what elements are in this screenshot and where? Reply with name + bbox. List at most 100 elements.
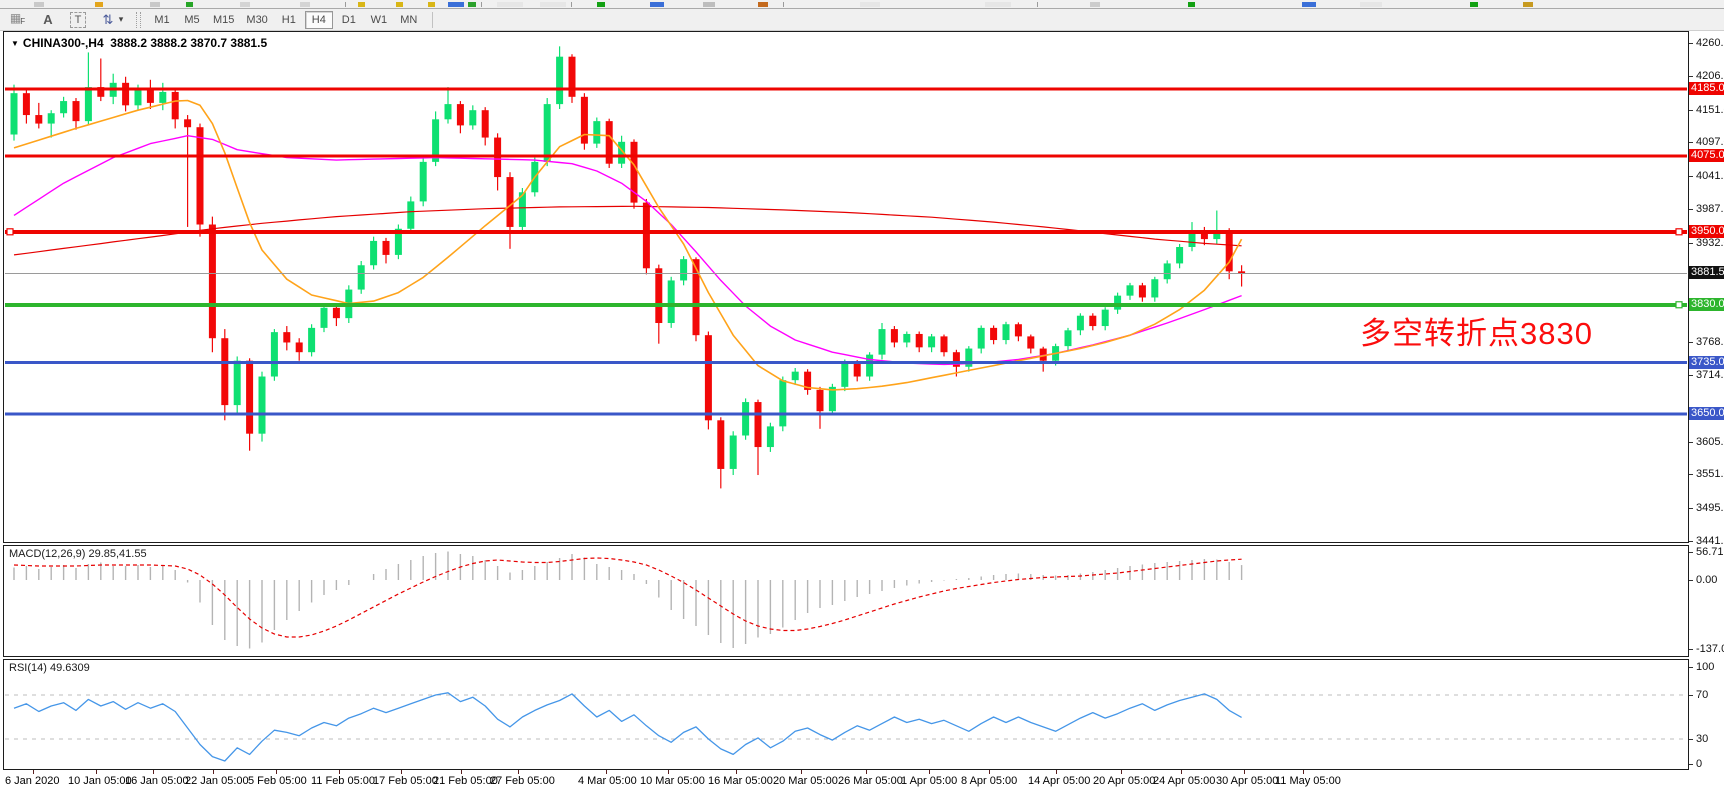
time-tick-label: 26 Mar 05:00 bbox=[838, 775, 903, 787]
price-tick-label: 4097.0 bbox=[1696, 136, 1724, 149]
price-tick-mark bbox=[1689, 142, 1693, 144]
time-tick-label: 20 Apr 05:00 bbox=[1093, 775, 1156, 787]
time-tick-label: 11 May 05:00 bbox=[1275, 775, 1341, 787]
text-box-icon[interactable]: T bbox=[70, 11, 86, 28]
price-tick-label: 4041.5 bbox=[1696, 170, 1724, 183]
time-tick-label: 11 Feb 05:00 bbox=[311, 775, 376, 787]
price-tick-mark bbox=[1689, 43, 1693, 44]
clipped-icon-fragment bbox=[497, 2, 523, 7]
toolbar-grip[interactable] bbox=[136, 11, 141, 28]
time-tick-mark bbox=[1181, 770, 1182, 774]
price-tick-label: 3714.5 bbox=[1696, 369, 1724, 381]
macd-tick-label: 56.71 bbox=[1696, 545, 1724, 558]
clipped-icon-fragment bbox=[571, 2, 572, 7]
price-tick-label: 3987.5 bbox=[1696, 203, 1724, 215]
rsi-tick-mark bbox=[1689, 667, 1693, 668]
time-tick-label: 27 Feb 05:00 bbox=[490, 775, 555, 787]
clipped-icon-fragment bbox=[1523, 2, 1533, 7]
rsi-tick-mark bbox=[1689, 764, 1693, 765]
clipped-icon-fragment bbox=[34, 2, 44, 7]
timeframe-button-h1[interactable]: H1 bbox=[281, 13, 296, 26]
price-level-badge: 4075.0 bbox=[1689, 148, 1724, 162]
clipped-icon-fragment bbox=[597, 2, 605, 7]
clipped-icon-fragment bbox=[396, 2, 403, 7]
chart-title: ▼ CHINA300-,H4 3888.2 3888.2 3870.7 3881.… bbox=[11, 36, 267, 50]
price-tick-label: 3495.5 bbox=[1696, 502, 1724, 515]
price-chart-panel[interactable] bbox=[3, 31, 1689, 543]
text-annotation-icon[interactable]: A bbox=[43, 12, 53, 27]
timeframe-button-group: M1 M5 M15 M30 H1 H4 D1 W1 MN bbox=[147, 10, 424, 29]
price-chart-canvas[interactable] bbox=[4, 32, 1688, 542]
time-tick-label: 21 Feb 05:00 bbox=[433, 775, 498, 787]
clipped-icon-fragment bbox=[358, 2, 365, 7]
price-tick-mark bbox=[1689, 209, 1693, 210]
time-tick-label: 17 Feb 05:00 bbox=[373, 775, 438, 787]
time-tick-label: 20 Mar 05:00 bbox=[773, 775, 838, 787]
price-axis[interactable]: 4260.5 4206.5 4151.0 4097.0 4041.5 3987.5 3932… bbox=[1689, 31, 1724, 771]
time-tick-mark bbox=[461, 770, 462, 774]
clipped-upper-toolbar bbox=[0, 0, 1724, 9]
clipped-icon-fragment bbox=[95, 2, 103, 7]
clipped-icon-fragment bbox=[1188, 2, 1195, 7]
time-tick-mark bbox=[1303, 770, 1304, 774]
timeframe-button-mn[interactable]: MN bbox=[400, 13, 418, 26]
clipped-icon-fragment bbox=[1360, 2, 1382, 7]
clipped-icon-fragment bbox=[345, 2, 346, 7]
time-axis[interactable]: 6 Jan 2020 10 Jan 05:00 16 Jan 05:00 22 Jan… bbox=[3, 770, 1689, 793]
symbol-period-label: CHINA300-,H4 bbox=[22, 36, 104, 50]
macd-canvas[interactable] bbox=[4, 546, 1688, 656]
timeframe-button-m5[interactable]: M5 bbox=[184, 13, 200, 26]
current-price-badge: 3881.5 bbox=[1689, 266, 1724, 280]
price-tick-label: 4151.0 bbox=[1696, 103, 1724, 116]
macd-tick-label: 0.00 bbox=[1696, 574, 1718, 586]
rsi-tick-label: 0 bbox=[1696, 758, 1703, 770]
time-tick-label: 30 Apr 05:00 bbox=[1216, 775, 1279, 787]
macd-tick-mark bbox=[1689, 551, 1693, 553]
macd-tick-mark bbox=[1689, 648, 1693, 650]
collapse-triangle-icon[interactable]: ▼ bbox=[11, 39, 19, 48]
chevron-down-icon[interactable]: ▾ bbox=[118, 14, 124, 24]
time-tick-mark bbox=[33, 770, 34, 774]
chart-toolbar: ▦F A T ⇅ ▾ M1 M5 M15 M30 H1 H4 D1 W1 MN bbox=[0, 9, 1724, 31]
time-tick-mark bbox=[96, 770, 97, 774]
clipped-icon-fragment bbox=[860, 2, 880, 7]
timeframe-button-m1[interactable]: M1 bbox=[154, 13, 170, 26]
time-tick-label: 16 Mar 05:00 bbox=[708, 775, 773, 787]
price-tick-label: 3768.5 bbox=[1696, 336, 1724, 349]
time-tick-mark bbox=[213, 770, 214, 774]
clipped-icon-fragment bbox=[448, 2, 464, 7]
ohlc-readout: 3888.2 3888.2 3870.7 3881.5 bbox=[110, 36, 268, 50]
price-level-badge: 3830.0 bbox=[1689, 297, 1724, 311]
time-tick-label: 10 Jan 05:00 bbox=[68, 775, 132, 787]
time-tick-mark bbox=[518, 770, 519, 774]
chart-text-annotation[interactable]: 多空转折点3830 bbox=[1360, 316, 1593, 351]
rsi-indicator-panel[interactable] bbox=[3, 659, 1689, 770]
timeframe-button-h4[interactable]: H4 bbox=[304, 10, 333, 29]
toolbar-separator bbox=[431, 11, 433, 28]
time-tick-label: 8 Apr 05:00 bbox=[961, 775, 1018, 787]
timeframe-button-m30[interactable]: M30 bbox=[246, 13, 268, 26]
timeframe-button-m15[interactable]: M15 bbox=[213, 13, 235, 26]
clipped-icon-fragment bbox=[650, 2, 664, 7]
clipped-icon-fragment bbox=[1090, 2, 1100, 7]
price-tick-label: 3605.0 bbox=[1696, 435, 1724, 448]
symbols-grid-icon[interactable]: ▦F bbox=[9, 10, 25, 26]
clipped-icon-fragment bbox=[703, 2, 715, 7]
price-tick-mark bbox=[1689, 474, 1693, 476]
clipped-icon-fragment bbox=[783, 2, 784, 7]
time-tick-mark bbox=[153, 770, 154, 774]
macd-indicator-panel[interactable] bbox=[3, 545, 1689, 657]
timeframe-button-d1[interactable]: D1 bbox=[341, 13, 356, 26]
price-level-badge: 3735.0 bbox=[1689, 355, 1724, 369]
time-tick-label: 5 Feb 05:00 bbox=[248, 775, 307, 787]
rsi-canvas[interactable] bbox=[4, 660, 1688, 769]
time-tick-mark bbox=[606, 770, 607, 774]
time-tick-mark bbox=[929, 770, 930, 774]
timeframe-button-w1[interactable]: W1 bbox=[370, 13, 388, 26]
time-tick-mark bbox=[668, 770, 669, 774]
cycle-arrows-icon[interactable]: ⇅ bbox=[102, 12, 114, 27]
price-tick-mark bbox=[1689, 375, 1693, 376]
time-tick-mark bbox=[1056, 770, 1057, 774]
price-level-badge: 4185.0 bbox=[1689, 81, 1724, 95]
price-level-badge: 3650.0 bbox=[1689, 407, 1724, 421]
